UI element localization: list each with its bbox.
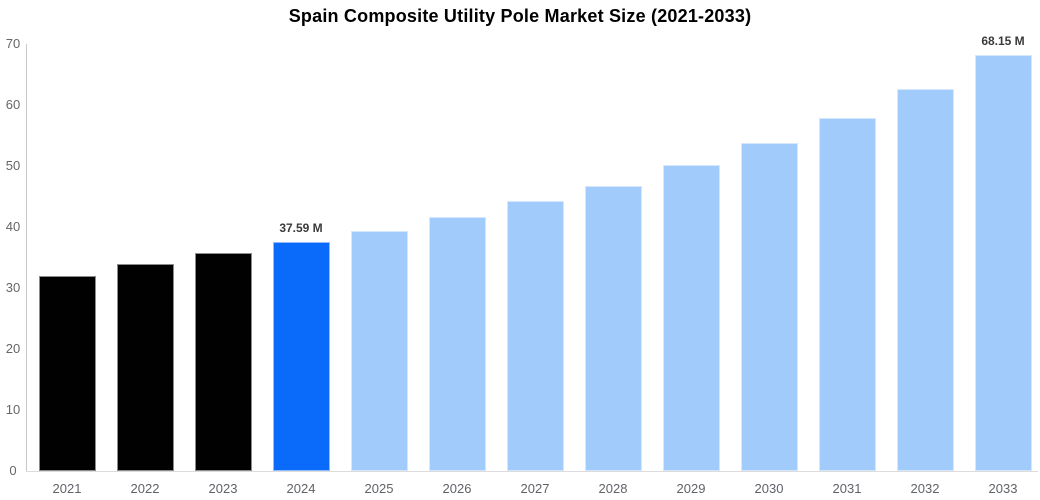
x-tick-label-2024: 2024 xyxy=(286,481,316,496)
x-tick-label-2032: 2032 xyxy=(910,481,940,496)
x-tick-label-2021: 2021 xyxy=(52,481,82,496)
y-tick-label-0: 0 xyxy=(9,463,17,478)
bar-2027[interactable] xyxy=(506,200,564,471)
x-tick-label-2030: 2030 xyxy=(754,481,784,496)
bar-2026[interactable] xyxy=(428,217,486,471)
bar-2023[interactable] xyxy=(194,252,252,471)
x-tick-label-2023: 2023 xyxy=(208,481,238,496)
bar-2030[interactable] xyxy=(740,142,798,471)
x-tick-label-2031: 2031 xyxy=(832,481,862,496)
x-tick-label-2022: 2022 xyxy=(130,481,160,496)
x-tick-label-2025: 2025 xyxy=(364,481,394,496)
y-tick-label-10: 10 xyxy=(5,402,21,417)
x-tick-label-2029: 2029 xyxy=(676,481,706,496)
bar-2028[interactable] xyxy=(584,185,642,471)
y-tick-label-20: 20 xyxy=(5,341,21,356)
y-tick-label-40: 40 xyxy=(5,219,21,234)
y-tick-label-50: 50 xyxy=(5,158,21,173)
bar-2029[interactable] xyxy=(662,165,720,471)
bar-2032[interactable] xyxy=(896,88,954,471)
bar-2033[interactable] xyxy=(974,55,1032,471)
bar-2031[interactable] xyxy=(818,117,876,471)
bar-2025[interactable] xyxy=(350,230,408,471)
y-tick-label-70: 70 xyxy=(5,36,21,51)
bar-value-label-2024: 37.59 M xyxy=(279,220,323,235)
x-tick-label-2028: 2028 xyxy=(598,481,628,496)
bar-2024[interactable] xyxy=(272,241,330,471)
x-tick-label-2027: 2027 xyxy=(520,481,550,496)
bar-2021[interactable] xyxy=(38,276,96,471)
y-tick-label-30: 30 xyxy=(5,280,21,295)
bar-2022[interactable] xyxy=(116,264,174,471)
bar-value-label-2033: 68.15 M xyxy=(981,34,1025,49)
y-axis-line xyxy=(25,44,27,472)
y-tick-label-60: 60 xyxy=(5,97,21,112)
chart-title: Spain Composite Utility Pole Market Size… xyxy=(288,6,752,26)
x-tick-label-2033: 2033 xyxy=(988,481,1018,496)
x-axis-baseline xyxy=(26,471,1038,472)
x-tick-label-2026: 2026 xyxy=(442,481,472,496)
